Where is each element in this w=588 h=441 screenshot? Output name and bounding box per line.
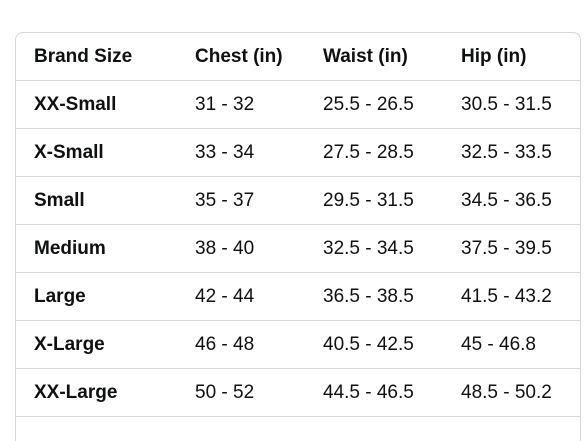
table-cell: Medium [34, 238, 106, 259]
table-cell: 34.5 - 36.5 [461, 190, 552, 211]
table-cell: 48.5 - 50.2 [461, 382, 552, 403]
table-cell: 44.5 - 46.5 [323, 382, 414, 403]
table-cell: 30.5 - 31.5 [461, 94, 552, 115]
table-cell: 27.5 - 28.5 [323, 142, 414, 163]
table-cell: 31 - 32 [195, 94, 255, 115]
table-cell: 41.5 - 43.2 [461, 286, 552, 307]
table-cell: 25.5 - 26.5 [323, 94, 414, 115]
size-table: Brand Size Chest (in) Waist (in) Hip (in) XX… [15, 32, 581, 441]
table-row: XX-Small 31 - 32 25.5 - 26.5 30.5 - 31.5 [16, 81, 580, 129]
table-row: XX-Large 50 - 52 44.5 - 46.5 48.5 - 50.2 [16, 369, 580, 417]
table-cell: 29.5 - 31.5 [323, 190, 414, 211]
table-cell: Small [34, 190, 85, 211]
table-cell: Large [34, 286, 86, 307]
table-cell: X-Large [34, 334, 105, 355]
table-row: Medium 38 - 40 32.5 - 34.5 37.5 - 39.5 [16, 225, 580, 273]
table-cell: XX-Small [34, 94, 117, 115]
table-cell: Waist (in) [323, 46, 408, 67]
table-cell: Hip (in) [461, 46, 527, 67]
table-cell: 33 - 34 [195, 142, 255, 163]
table-row: Large 42 - 44 36.5 - 38.5 41.5 - 43.2 [16, 273, 580, 321]
table-cell: XX-Large [34, 382, 118, 403]
table-cell: 40.5 - 42.5 [323, 334, 414, 355]
table-cell: 37.5 - 39.5 [461, 238, 552, 259]
table-row: Small 35 - 37 29.5 - 31.5 34.5 - 36.5 [16, 177, 580, 225]
table-cell: 38 - 40 [195, 238, 255, 259]
table-cell: 32.5 - 34.5 [323, 238, 414, 259]
table-cell: X-Small [34, 142, 104, 163]
table-cell: 46 - 48 [195, 334, 255, 355]
table-cell: Brand Size [34, 46, 133, 67]
table-cell: 42 - 44 [195, 286, 255, 307]
table-cell: 35 - 37 [195, 190, 255, 211]
table-cell: 36.5 - 38.5 [323, 286, 414, 307]
table-row: X-Small 33 - 34 27.5 - 28.5 32.5 - 33.5 [16, 129, 580, 177]
table-cell: 32.5 - 33.5 [461, 142, 552, 163]
table-cell: 45 - 46.8 [461, 334, 536, 355]
header-row: Brand Size Chest (in) Waist (in) Hip (in) [16, 33, 580, 81]
table-cell: Chest (in) [195, 46, 283, 67]
table-row: X-Large 46 - 48 40.5 - 42.5 45 - 46.8 [16, 321, 580, 369]
table-cell: 50 - 52 [195, 382, 255, 403]
